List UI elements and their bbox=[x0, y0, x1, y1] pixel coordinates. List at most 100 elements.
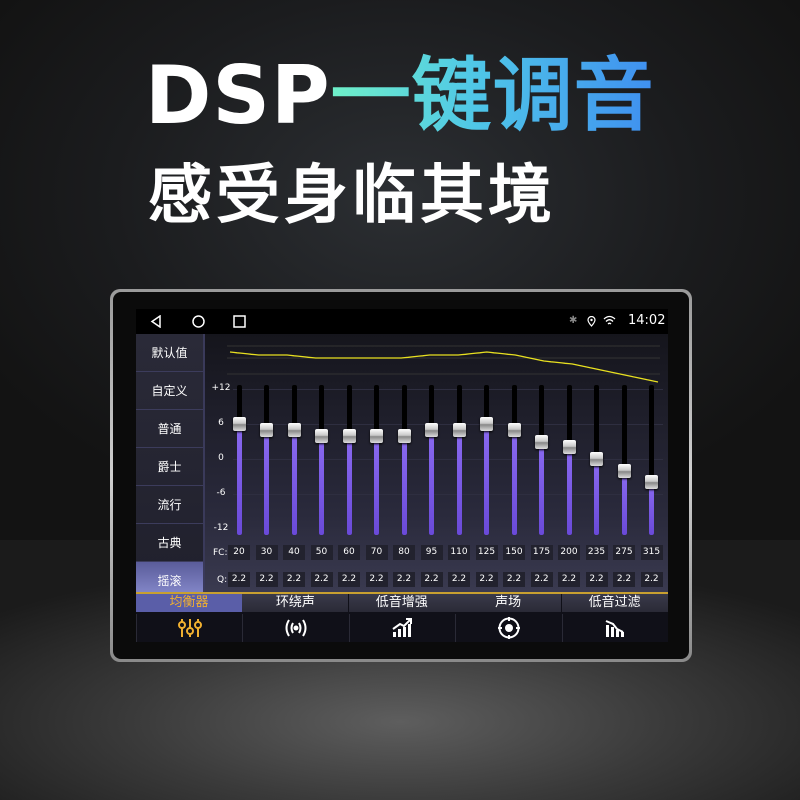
slider-fill-125 bbox=[484, 424, 489, 535]
q-value-60[interactable]: 2.2 bbox=[338, 572, 360, 587]
fc-value-125[interactable]: 125 bbox=[475, 545, 498, 560]
preset-4[interactable]: 流行 bbox=[136, 486, 203, 524]
fc-value-40[interactable]: 40 bbox=[283, 545, 305, 560]
slider-knob-175[interactable] bbox=[535, 434, 548, 449]
q-value-235[interactable]: 2.2 bbox=[585, 572, 608, 587]
sound-field-icon bbox=[455, 614, 561, 642]
slider-knob-60[interactable] bbox=[342, 428, 356, 443]
tab-equalizer[interactable]: 均衡器 bbox=[136, 594, 242, 642]
q-value-175[interactable]: 2.2 bbox=[530, 572, 553, 587]
q-value-40[interactable]: 2.2 bbox=[283, 572, 305, 587]
preset-1[interactable]: 自定义 bbox=[136, 372, 203, 410]
q-value-20[interactable]: 2.2 bbox=[228, 572, 250, 587]
slider-knob-235[interactable] bbox=[590, 452, 603, 466]
y-tick-label: +12 bbox=[211, 383, 231, 393]
tab-label: 均衡器 bbox=[136, 594, 242, 612]
tab-sound-field[interactable]: 声场 bbox=[455, 594, 562, 642]
q-value-30[interactable]: 2.2 bbox=[255, 572, 278, 587]
headline: DSP一键调音 bbox=[145, 46, 655, 146]
tab-bass-boost[interactable]: 低音增强 bbox=[348, 594, 455, 642]
tab-label: 声场 bbox=[455, 594, 562, 612]
fc-label: FC: bbox=[213, 548, 228, 558]
screen: ✱ 14:02 默认值 自定义 普通 爵士 流行 古典 摇滚 +12 6 0 -6 -12 FC: Q:… bbox=[136, 309, 668, 642]
headline-highlight: 一键调音 bbox=[330, 49, 655, 142]
slider-knob-80[interactable] bbox=[397, 428, 411, 443]
slider-fill-70 bbox=[374, 435, 379, 535]
y-tick-label: -6 bbox=[216, 488, 226, 498]
q-value-125[interactable]: 2.2 bbox=[475, 572, 498, 587]
slider-fill-80 bbox=[401, 435, 407, 535]
slider-knob-150[interactable] bbox=[507, 422, 521, 437]
fc-value-70[interactable]: 70 bbox=[365, 545, 388, 560]
recents-icon[interactable] bbox=[233, 315, 246, 328]
preset-0[interactable]: 默认值 bbox=[136, 334, 203, 372]
q-value-50[interactable]: 2.2 bbox=[310, 572, 333, 587]
tab-label: 环绕声 bbox=[242, 594, 349, 612]
slider-fill-60 bbox=[346, 435, 352, 535]
fc-value-175[interactable]: 175 bbox=[530, 545, 553, 560]
fc-value-95[interactable]: 95 bbox=[420, 545, 443, 560]
slider-fill-95 bbox=[429, 429, 434, 535]
slider-fill-275 bbox=[621, 470, 627, 535]
location-icon bbox=[587, 316, 596, 327]
grid-line bbox=[233, 424, 663, 425]
tab-surround[interactable]: 环绕声 bbox=[242, 594, 349, 642]
q-value-275[interactable]: 2.2 bbox=[613, 572, 635, 587]
preset-5[interactable]: 古典 bbox=[136, 524, 203, 562]
fc-value-30[interactable]: 30 bbox=[255, 545, 278, 560]
slider-knob-40[interactable] bbox=[287, 422, 301, 437]
slider-knob-20[interactable] bbox=[232, 417, 246, 431]
grid-line bbox=[233, 494, 663, 495]
slider-knob-50[interactable] bbox=[315, 428, 328, 443]
frequency-response-curve bbox=[227, 345, 660, 383]
fc-value-20[interactable]: 20 bbox=[228, 545, 250, 560]
preset-2[interactable]: 普通 bbox=[136, 410, 203, 448]
headline-subtitle: 感受身临其境 bbox=[148, 159, 556, 233]
slider-knob-110[interactable] bbox=[452, 422, 466, 437]
slider-fill-110 bbox=[456, 429, 462, 535]
slider-knob-95[interactable] bbox=[425, 422, 438, 437]
back-icon[interactable] bbox=[150, 315, 162, 328]
home-icon[interactable] bbox=[192, 315, 205, 328]
fc-value-60[interactable]: 60 bbox=[338, 545, 360, 560]
slider-knob-275[interactable] bbox=[617, 463, 631, 478]
fc-value-200[interactable]: 200 bbox=[558, 545, 580, 560]
slider-knob-30[interactable] bbox=[260, 422, 273, 437]
fc-value-110[interactable]: 110 bbox=[448, 545, 470, 560]
q-value-150[interactable]: 2.2 bbox=[503, 572, 525, 587]
fc-value-50[interactable]: 50 bbox=[310, 545, 333, 560]
preset-3[interactable]: 爵士 bbox=[136, 448, 203, 486]
slider-track-315[interactable] bbox=[649, 385, 654, 535]
slider-fill-200 bbox=[566, 447, 572, 535]
slider-knob-200[interactable] bbox=[562, 440, 576, 455]
fc-value-275[interactable]: 275 bbox=[613, 545, 635, 560]
y-tick-label: -12 bbox=[213, 523, 229, 533]
q-value-200[interactable]: 2.2 bbox=[558, 572, 580, 587]
fc-value-235[interactable]: 235 bbox=[585, 545, 608, 560]
grid-line bbox=[233, 389, 663, 390]
clock: 14:02 bbox=[628, 313, 666, 328]
fc-value-150[interactable]: 150 bbox=[503, 545, 525, 560]
bass-filter-icon bbox=[561, 614, 668, 642]
slider-knob-125[interactable] bbox=[480, 417, 493, 431]
slider-fill-150 bbox=[511, 429, 517, 535]
tab-bass-filter[interactable]: 低音过滤 bbox=[561, 594, 668, 642]
slider-knob-70[interactable] bbox=[370, 428, 383, 443]
q-value-95[interactable]: 2.2 bbox=[420, 572, 443, 587]
q-value-315[interactable]: 2.2 bbox=[640, 572, 663, 587]
slider-fill-20 bbox=[236, 424, 242, 535]
slider-fill-30 bbox=[264, 429, 269, 535]
q-value-70[interactable]: 2.2 bbox=[365, 572, 388, 587]
slider-fill-315 bbox=[649, 482, 654, 535]
q-value-80[interactable]: 2.2 bbox=[393, 572, 415, 587]
slider-track-275[interactable] bbox=[621, 385, 627, 535]
slider-fill-50 bbox=[319, 435, 324, 535]
y-tick-label: 0 bbox=[218, 453, 224, 463]
status-bar: ✱ 14:02 bbox=[136, 309, 668, 334]
slider-fill-175 bbox=[539, 441, 544, 535]
fc-value-315[interactable]: 315 bbox=[640, 545, 663, 560]
slider-knob-315[interactable] bbox=[645, 475, 658, 490]
fc-value-80[interactable]: 80 bbox=[393, 545, 415, 560]
bass-boost-icon bbox=[348, 614, 455, 642]
q-value-110[interactable]: 2.2 bbox=[448, 572, 470, 587]
